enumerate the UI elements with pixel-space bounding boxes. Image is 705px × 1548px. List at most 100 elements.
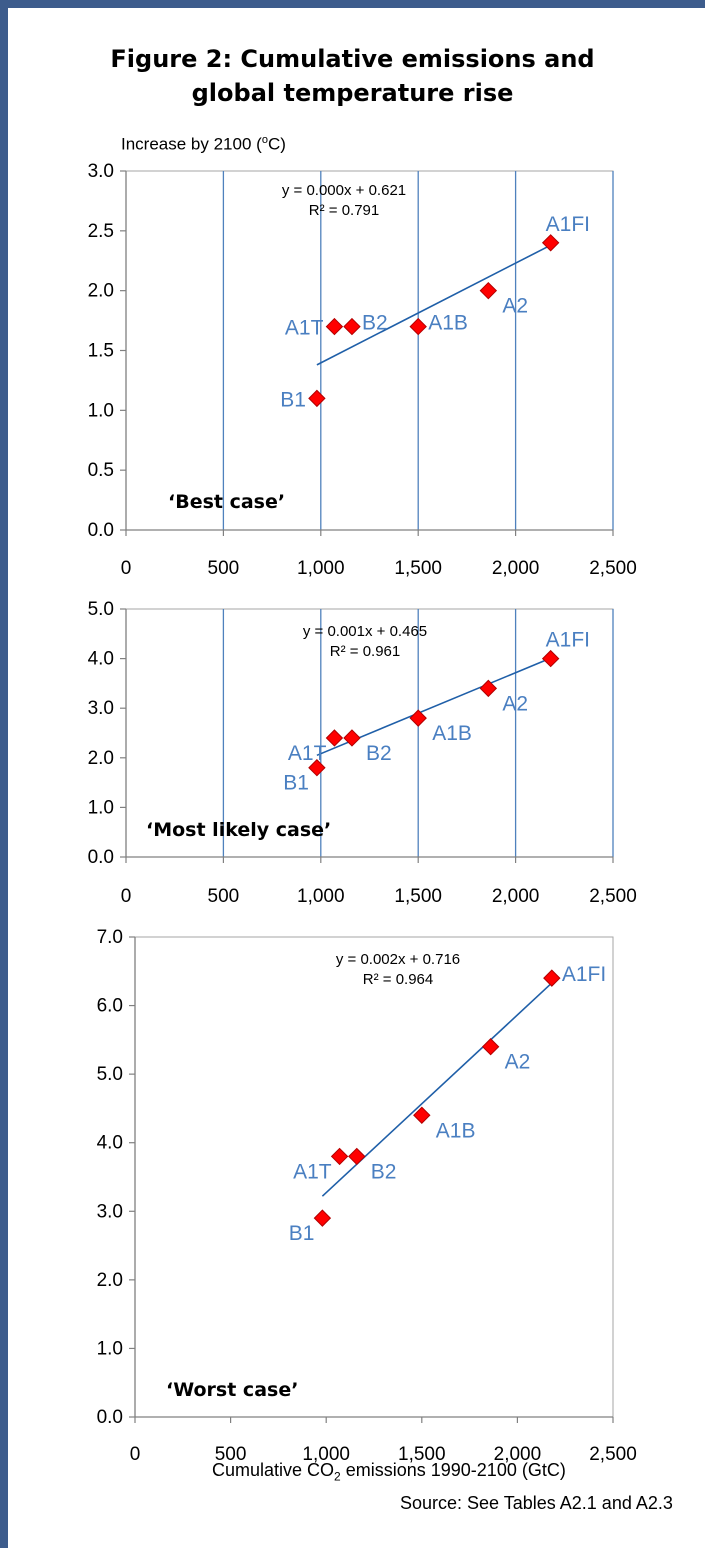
data-point-a1b [409,317,427,336]
x-tick-label: 500 [208,558,240,579]
x-tick-label: 1,500 [398,1444,446,1465]
trend-r-squared: R² = 0.791 [309,202,379,219]
point-label-a2: A2 [502,295,528,318]
point-label-a1b: A1B [428,312,468,335]
degree-sup: o [261,134,268,146]
point-label-a1t: A1T [288,742,327,765]
point-label-a1fi: A1FI [546,213,590,236]
x-axis-label-part1: Cumulative CO [212,1460,335,1480]
trend-r-squared: R² = 0.961 [330,643,400,660]
point-label-b1: B1 [280,388,306,411]
data-point-a1b [409,709,427,727]
data-point-a1fi [541,649,560,668]
point-label-a1t: A1T [293,1160,332,1183]
point-label-a1fi: A1FI [546,629,590,652]
source-note: Source: See Tables A2.1 and A2.3 [400,1493,673,1513]
x-tick-label: 1,500 [394,558,442,579]
point-label-b1: B1 [289,1222,315,1245]
data-point-b1 [313,1209,332,1227]
x-tick-label: 1,000 [297,558,345,579]
y-tick-label: 0.5 [88,460,114,481]
y-axis-label-text: Increase by 2100 ( [121,134,262,154]
y-tick-label: 3.0 [88,698,114,719]
x-tick-label: 500 [208,886,240,907]
chart-panel-3: 0.0 1.0 2.0 3.0 4.0 5.0 6.0 7.0 0 500 1,000 1,500 2,… [97,927,637,1465]
data-point-a2 [479,679,498,698]
data-point-a1fi [543,969,561,987]
data-point-a1b [413,1106,431,1124]
point-label-a1t: A1T [285,317,324,340]
y-tick-label: 2.0 [88,281,114,302]
x-tick-label: 0 [130,1444,141,1465]
y-tick-label: 0.0 [97,1407,123,1428]
trend-equation: y = 0.001x + 0.465 [303,623,427,640]
x-tick-label: 1,000 [297,886,345,907]
data-point-b2 [348,1147,366,1166]
y-tick-label: 1.0 [88,400,114,421]
y-tick-label: 0.0 [88,520,114,541]
figure-title: Figure 2: Cumulative emissions and globa… [0,42,705,110]
x-tick-label: 2,500 [589,886,637,907]
y-tick-label: 1.5 [88,341,114,362]
point-label-b2: B2 [362,312,388,335]
x-tick-label: 0 [121,886,132,907]
trendline [316,244,552,366]
title-line-2: global temperature rise [191,79,514,107]
data-point-a1fi [541,234,560,252]
case-label: ‘Worst case’ [166,1379,298,1401]
y-tick-label: 1.0 [88,797,114,818]
y-tick-label: 2.0 [88,748,114,769]
trend-equation: y = 0.002x + 0.716 [336,951,460,968]
y-tick-label: 3.0 [97,1201,123,1222]
point-label-b2: B2 [366,742,392,765]
y-tick-label: 4.0 [88,649,114,670]
data-point-b1 [308,759,326,777]
data-point-a2 [481,1038,500,1056]
y-axis-label: Increase by 2100 (oC) [121,134,286,155]
chart-panel-1: 0.0 0.5 1.0 1.5 2.0 2.5 3.0 0 500 1,000 1,500 2,000… [88,161,637,579]
data-point-b2 [343,317,361,336]
point-label-b2: B2 [371,1160,397,1183]
point-label-a1b: A1B [432,722,472,745]
x-axis-label: Cumulative CO2 emissions 1990-2100 (GtC) [212,1460,566,1484]
x-tick-label: 2,000 [492,886,540,907]
y-tick-label: 2.5 [88,221,114,242]
data-point-a1t [325,729,344,747]
x-tick-label: 2,500 [589,558,637,579]
data-point-a1t [325,317,344,336]
x-tick-label: 2,000 [494,1444,542,1465]
x-tick-label: 0 [121,558,132,579]
y-tick-label: 5.0 [88,599,114,620]
y-tick-label: 7.0 [97,927,123,948]
point-label-a1b: A1B [436,1119,476,1142]
chart-panel-2: 0.0 1.0 2.0 3.0 4.0 5.0 0 500 1,000 1,500 2,000 2,5… [88,599,637,907]
plot-area-border [125,170,614,531]
x-tick-label: 1,000 [302,1444,350,1465]
data-point-b2 [343,729,361,747]
trend-equation: y = 0.000x + 0.621 [282,182,406,199]
y-tick-label: 3.0 [88,161,114,182]
case-label: ‘Best case’ [168,491,285,513]
x-tick-label: 1,500 [394,886,442,907]
point-label-b1: B1 [283,772,309,795]
point-label-a2: A2 [505,1051,531,1074]
y-tick-label: 4.0 [97,1133,123,1154]
point-label-a2: A2 [502,692,528,715]
x-axis-label-sub: 2 [334,1469,341,1484]
x-tick-label: 2,000 [492,558,540,579]
trend-r-squared: R² = 0.964 [363,971,433,988]
case-label: ‘Most likely case’ [146,819,331,841]
y-axis-label-unit: C) [267,134,286,154]
x-tick-label: 500 [215,1444,247,1465]
data-point-a1t [330,1147,349,1166]
y-tick-label: 1.0 [97,1338,123,1359]
y-tick-label: 6.0 [97,996,123,1017]
y-tick-label: 0.0 [88,847,114,868]
title-line-1: Figure 2: Cumulative emissions and [110,45,595,73]
data-point-b1 [308,389,326,408]
data-point-a2 [479,281,498,300]
x-tick-label: 2,500 [589,1444,637,1465]
y-tick-label: 5.0 [97,1064,123,1085]
